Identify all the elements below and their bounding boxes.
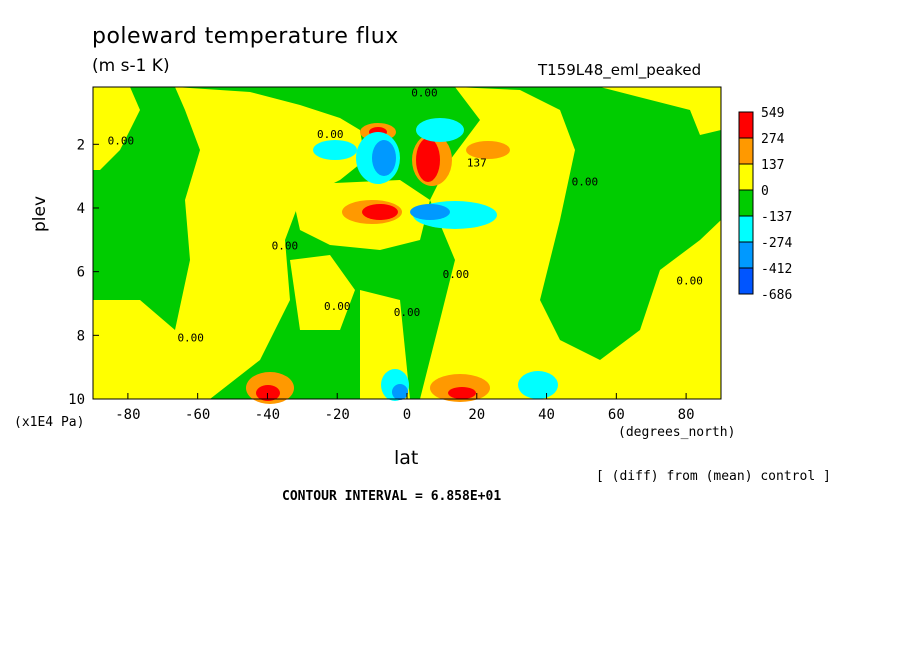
colorbar-swatch	[738, 215, 754, 243]
colorbar-label: -412	[761, 262, 792, 277]
y-tick-label: 4	[77, 201, 85, 217]
x-tick-label: -20	[325, 407, 350, 423]
contour-label: 0.00	[394, 306, 421, 319]
colorbar-swatch	[738, 189, 754, 217]
contour-label: 0.00	[411, 87, 438, 100]
colorbar-swatch	[738, 267, 754, 295]
x-tick-label: -80	[115, 407, 140, 423]
chart-units: (m s-1 K)	[92, 56, 170, 76]
colorbar-label: -274	[761, 236, 792, 251]
colorbar: 549 274 137 0 -137 -274 -412 -686	[738, 106, 792, 303]
contour-label: 0.00	[317, 128, 344, 141]
x-tick-label: 20	[468, 407, 485, 423]
y-tick-label: 6	[77, 265, 85, 281]
contour-interval: CONTOUR INTERVAL = 6.858E+01	[282, 489, 502, 504]
colorbar-label: 549	[761, 106, 784, 121]
comparison-note: [ (diff) from (mean) control ]	[596, 469, 831, 484]
contour-label: 137	[467, 157, 487, 170]
y-tick-label: 8	[77, 328, 85, 344]
y-tick-label: 2	[77, 137, 85, 153]
contour-label: 0.00	[572, 176, 599, 189]
colorbar-label: 0	[761, 184, 769, 199]
contour-label: 0.00	[443, 268, 470, 281]
contour-label: 0.00	[272, 239, 299, 252]
colorbar-swatch	[738, 137, 754, 165]
y-axis-ticks: 2 4 6 8 10	[68, 137, 99, 408]
x-axis-units: (degrees_north)	[618, 425, 736, 440]
x-tick-label: -40	[255, 407, 280, 423]
colorbar-label: -686	[761, 288, 792, 303]
colorbar-swatch	[738, 163, 754, 191]
x-tick-label: 60	[608, 407, 625, 423]
contour-label: 0.00	[108, 134, 135, 147]
x-tick-label: 80	[678, 407, 695, 423]
y-axis-units: (x1E4 Pa)	[14, 415, 85, 430]
contour-label: 0.00	[324, 300, 351, 313]
contour-labels: 0.00 0.00 0.00 0.00 0.00 0.00 0.00 0.00 0.00 0.00…	[108, 87, 703, 345]
chart-title: poleward temperature flux	[92, 24, 399, 49]
x-tick-label: 0	[403, 407, 411, 423]
x-axis-ticks: -80 -60 -40 -20 0 20 40 60 80	[115, 393, 695, 423]
contour-label: 0.00	[177, 332, 204, 345]
plot-area	[93, 87, 721, 404]
y-tick-label: 10	[68, 392, 85, 408]
x-axis-label: lat	[394, 447, 419, 469]
x-tick-label: -60	[185, 407, 210, 423]
colorbar-swatch	[738, 241, 754, 269]
x-tick-label: 40	[538, 407, 555, 423]
contour-label: 0.00	[676, 274, 703, 287]
run-label: T159L48_eml_peaked	[538, 61, 702, 79]
colorbar-swatch	[738, 111, 754, 139]
colorbar-label: 274	[761, 132, 785, 147]
colorbar-label: 137	[761, 158, 784, 173]
colorbar-label: -137	[761, 210, 792, 225]
